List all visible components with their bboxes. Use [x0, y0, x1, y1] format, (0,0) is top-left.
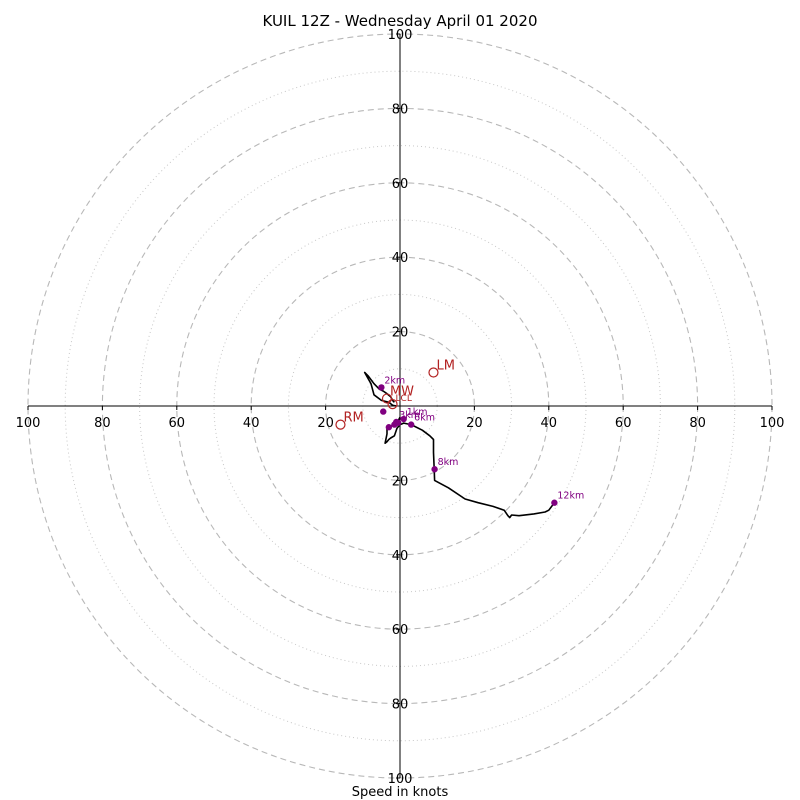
motion-marker-rm — [335, 419, 346, 430]
wind-point — [385, 424, 393, 431]
x-tick-label: 80 — [94, 416, 111, 431]
y-tick-label: 60 — [392, 177, 409, 192]
y-tick-label: 20 — [392, 474, 409, 489]
height-point-1km — [400, 415, 407, 423]
x-axis-label: Speed in knots — [352, 785, 449, 800]
motion-marker-lm — [428, 367, 439, 378]
motion-marker-mw — [381, 393, 393, 404]
motion-label-rm: RM — [343, 411, 363, 426]
x-tick-label: 40 — [243, 416, 260, 431]
height-label-12km: 12km — [557, 491, 584, 502]
y-tick-label: 40 — [392, 549, 409, 564]
height-point-3km — [393, 418, 400, 426]
x-tick-label: 80 — [689, 416, 706, 431]
motion-label-lm: LM — [436, 359, 454, 374]
y-tick-label: 100 — [388, 28, 413, 43]
x-tick-label: 100 — [760, 416, 785, 431]
height-label-6km: 6km — [414, 413, 435, 424]
height-point-8km — [431, 466, 438, 473]
x-tick-label: 40 — [541, 416, 558, 431]
height-label-1km: 1km — [407, 407, 428, 418]
height-label-3km: 3km — [399, 410, 420, 421]
x-tick-label: 20 — [466, 416, 483, 431]
y-tick-label: 40 — [392, 251, 409, 266]
hodograph-traces — [363, 371, 556, 519]
chart-axes — [28, 34, 772, 778]
hodograph-line-lower-levels — [363, 371, 397, 407]
x-tick-label: 60 — [615, 416, 632, 431]
chart-title: KUIL 12Z - Wednesday April 01 2020 — [263, 12, 538, 30]
height-label-8km: 8km — [438, 457, 459, 468]
height-point-6km — [407, 421, 415, 428]
x-tick-label: 60 — [169, 416, 186, 431]
motion-marker-lcl — [387, 399, 398, 410]
tick-labels: 100 100 80 80 60 60 40 40 20 20 20 20 40 40 60 60 80 80 10… — [16, 28, 785, 787]
y-tick-label: 80 — [392, 102, 409, 117]
wind-point — [380, 408, 387, 415]
hodograph-line — [384, 416, 556, 519]
y-tick-label: 100 — [388, 772, 413, 787]
x-tick-label: 20 — [317, 416, 334, 431]
motion-label-lcl: LCL — [396, 394, 412, 404]
x-tick-label: 100 — [16, 416, 41, 431]
height-label-2km: 2km — [384, 375, 405, 386]
motion-label-mw: MW — [390, 385, 414, 400]
height-point-12km — [551, 499, 558, 506]
height-point-2km — [378, 384, 385, 391]
y-tick-label: 60 — [392, 623, 409, 638]
y-tick-label: 20 — [392, 326, 409, 341]
y-tick-label: 80 — [392, 698, 409, 713]
